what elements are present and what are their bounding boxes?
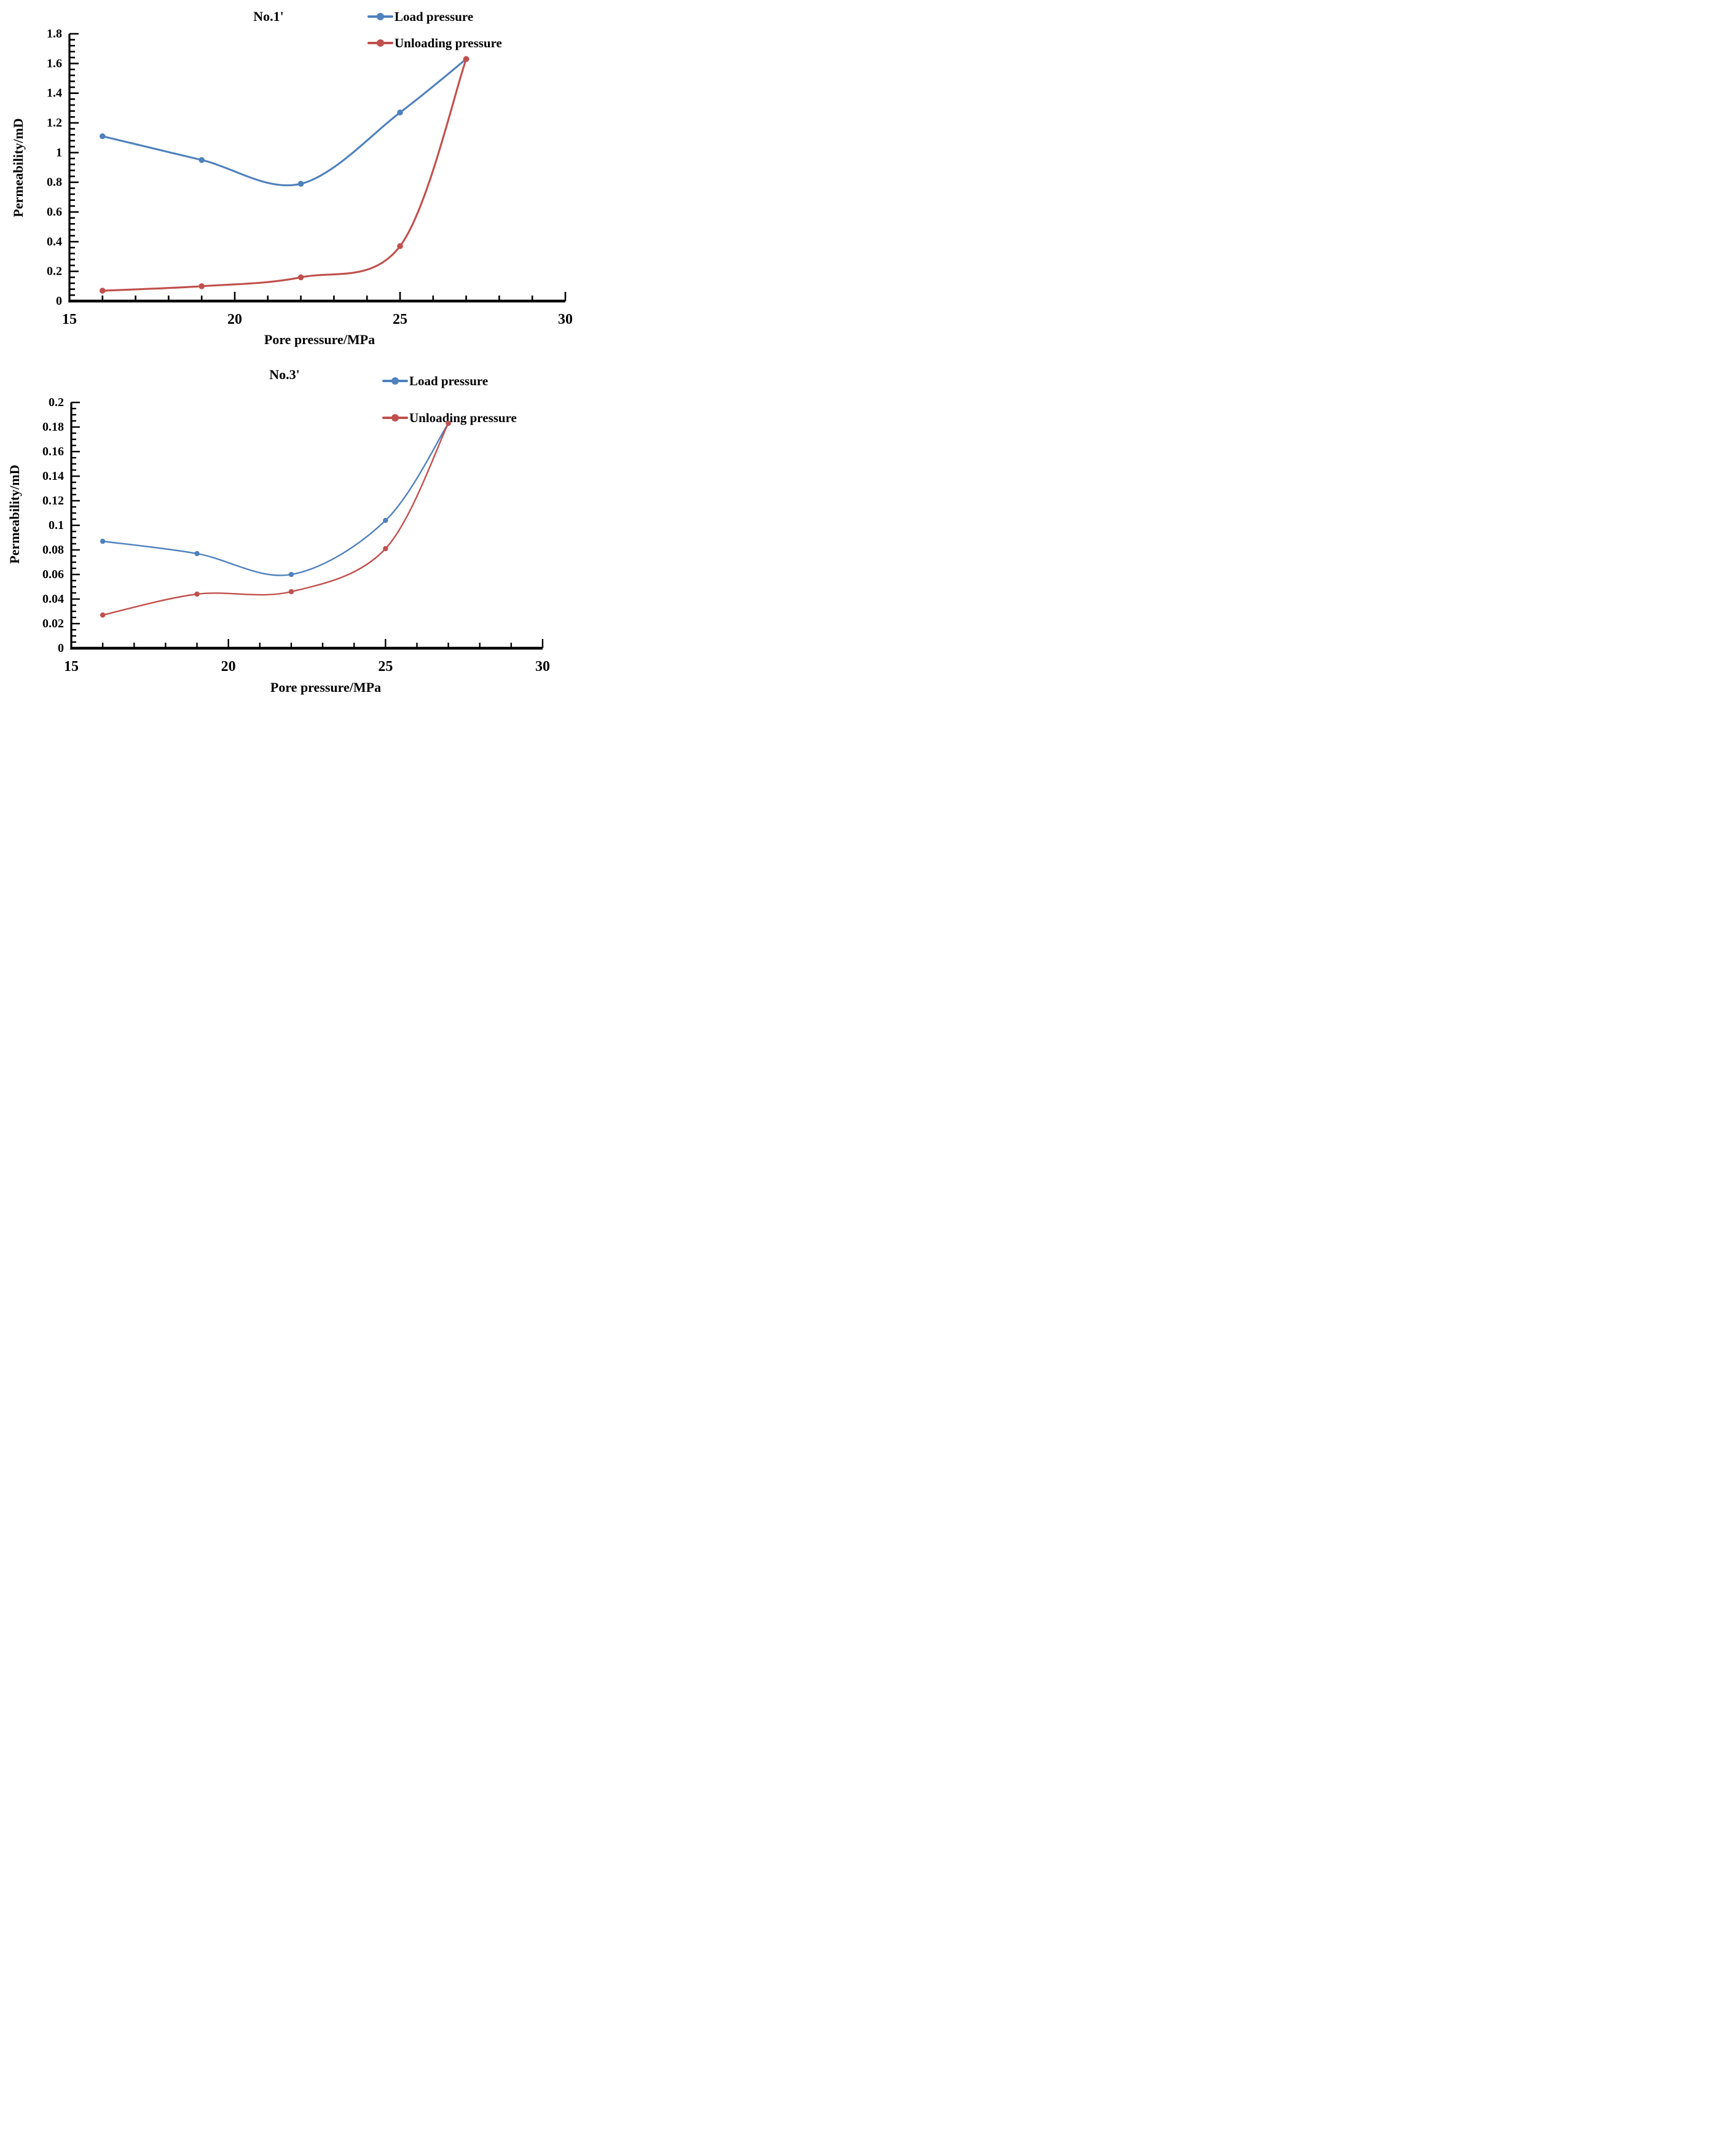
- line-dot-marker-icon: [367, 39, 393, 47]
- legend-entry-load: Load pressure: [367, 7, 502, 26]
- legend-entry-unloading: Unloading pressure: [382, 409, 517, 427]
- svg-text:1.4: 1.4: [47, 87, 62, 100]
- svg-text:0.4: 0.4: [47, 235, 62, 248]
- svg-text:1.2: 1.2: [47, 116, 62, 130]
- svg-text:30: 30: [535, 659, 550, 675]
- svg-text:0.8: 0.8: [47, 176, 62, 189]
- svg-text:0.08: 0.08: [42, 543, 64, 557]
- svg-text:0.14: 0.14: [42, 469, 64, 483]
- svg-text:15: 15: [64, 659, 79, 675]
- legend-entry-load: Load pressure: [382, 372, 517, 390]
- plot-area: 0 0.2 0.4 0.6 0.8 1 1.2 1.4 1.6 1.8 15 20 25 30: [47, 27, 573, 327]
- svg-text:0.12: 0.12: [42, 494, 64, 508]
- chart-no3: No.3' Load pressure Unloading pressure P…: [0, 359, 579, 719]
- legend-entry-unloading: Unloading pressure: [367, 34, 502, 52]
- svg-text:30: 30: [558, 312, 573, 327]
- svg-text:0.2: 0.2: [49, 396, 64, 409]
- line-dot-marker-icon: [382, 377, 408, 385]
- chart-title: No.3': [269, 367, 300, 382]
- figure-page: No.1' Load pressure Unloading pressure P…: [0, 0, 579, 719]
- plot-area: 0 0.02 0.04 0.06 0.08 0.1 0.12 0.14 0.16 0.18 0.2 1…: [42, 396, 550, 675]
- svg-text:0.04: 0.04: [42, 592, 64, 606]
- x-axis-title: Pore pressure/MPa: [264, 332, 375, 347]
- svg-text:20: 20: [227, 312, 242, 327]
- svg-text:0: 0: [58, 641, 64, 655]
- svg-text:0.16: 0.16: [42, 445, 64, 458]
- legend: Load pressure Unloading pressure: [367, 7, 502, 52]
- svg-text:1.6: 1.6: [47, 57, 62, 70]
- legend: Load pressure Unloading pressure: [382, 372, 517, 427]
- svg-text:0.06: 0.06: [42, 568, 64, 581]
- svg-text:0: 0: [56, 294, 62, 308]
- svg-text:1.8: 1.8: [47, 27, 62, 41]
- line-dot-marker-icon: [367, 12, 393, 21]
- svg-text:15: 15: [62, 312, 77, 327]
- chart-title: No.1': [253, 9, 284, 24]
- svg-text:25: 25: [378, 659, 393, 675]
- svg-text:0.2: 0.2: [47, 265, 62, 278]
- svg-text:0.6: 0.6: [47, 205, 62, 219]
- legend-label: Unloading pressure: [395, 35, 502, 50]
- legend-label: Unloading pressure: [409, 410, 517, 425]
- x-axis-title: Pore pressure/MPa: [270, 680, 382, 695]
- svg-text:1: 1: [56, 146, 62, 159]
- legend-label: Load pressure: [395, 9, 474, 24]
- svg-text:0.02: 0.02: [42, 617, 64, 630]
- line-dot-marker-icon: [382, 414, 408, 422]
- svg-text:25: 25: [393, 312, 407, 327]
- svg-text:0.18: 0.18: [42, 420, 64, 434]
- chart-no1: No.1' Load pressure Unloading pressure P…: [0, 0, 579, 359]
- legend-label: Load pressure: [409, 373, 489, 388]
- svg-text:20: 20: [221, 659, 236, 675]
- svg-text:0.1: 0.1: [49, 519, 64, 532]
